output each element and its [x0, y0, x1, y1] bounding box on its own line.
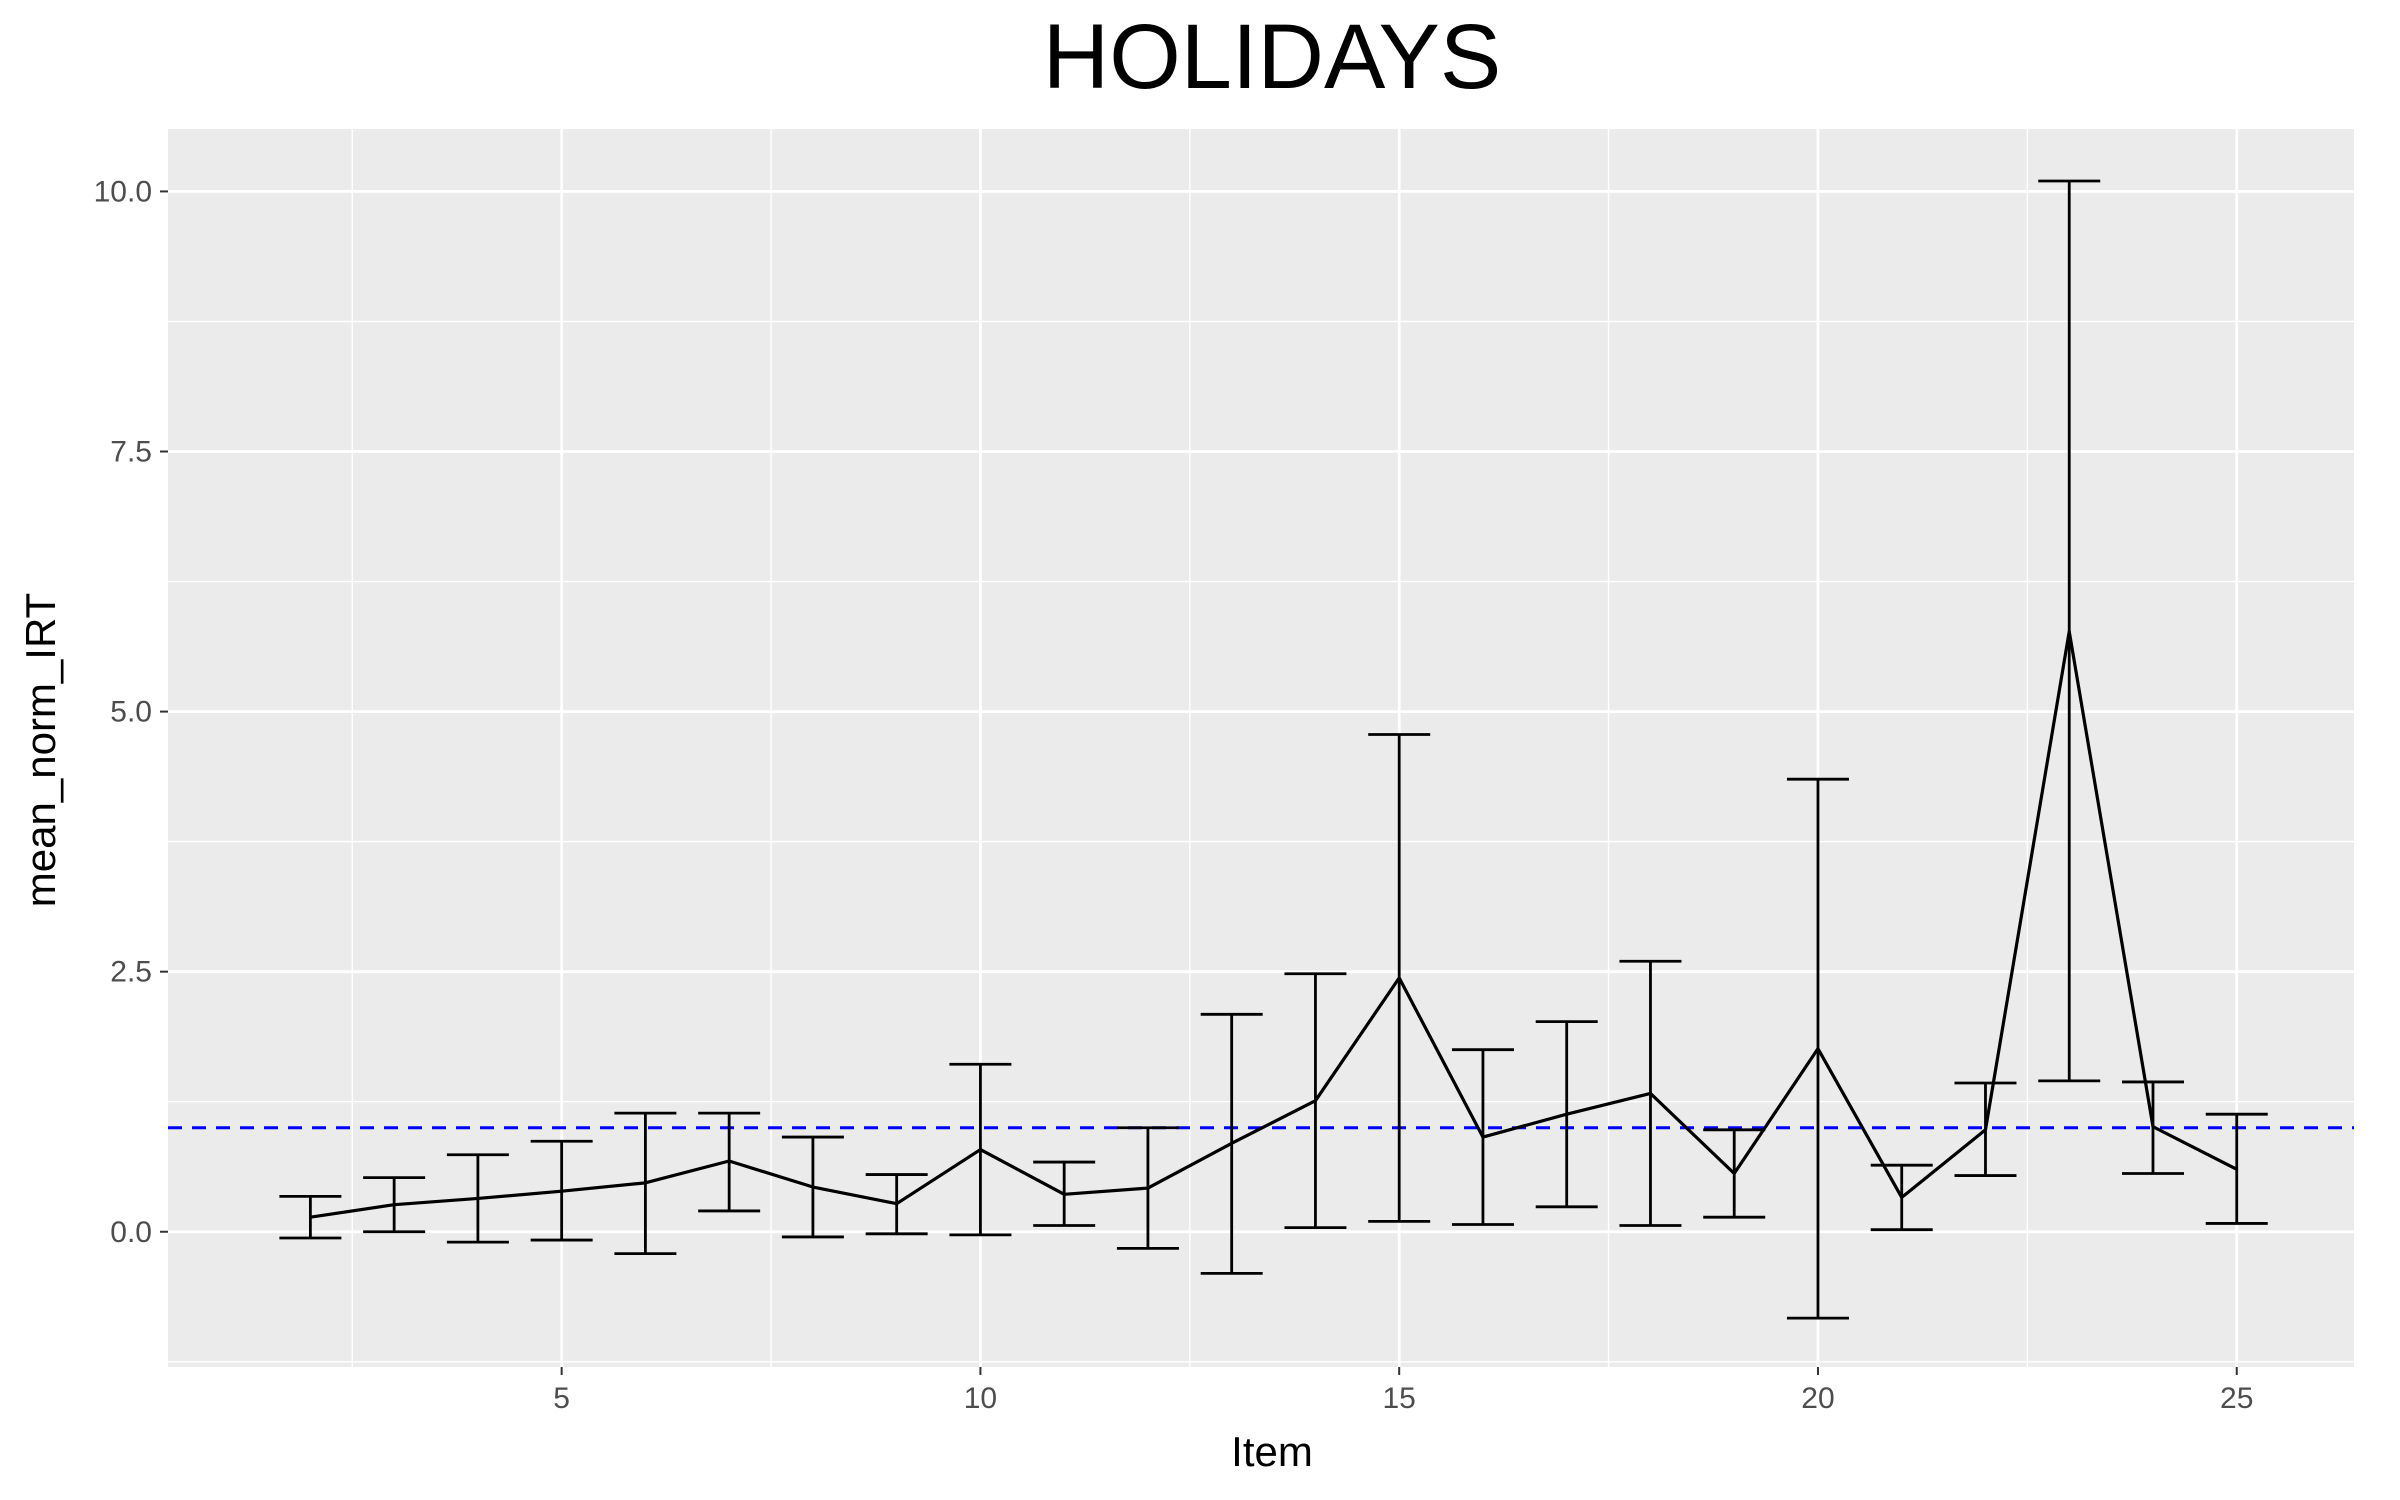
y-tick-label: 0.0	[110, 1216, 152, 1249]
x-axis: 5 10 15 20 25	[553, 1367, 2253, 1415]
y-axis-title: mean_norm_IRT	[17, 593, 64, 907]
y-tick-label: 7.5	[110, 436, 152, 469]
x-tick-label: 25	[2220, 1382, 2253, 1415]
x-tick-label: 15	[1383, 1382, 1416, 1415]
series-line	[310, 629, 2238, 1219]
x-tick-label: 5	[553, 1382, 570, 1415]
series-layer	[310, 629, 2238, 1219]
minor-gridlines	[168, 129, 2354, 1367]
plot-panel	[168, 129, 2354, 1367]
y-tick-label: 2.5	[110, 956, 152, 989]
chart-title: HOLIDAYS	[1043, 6, 1501, 108]
y-tick-label: 10.0	[94, 175, 152, 208]
y-tick-label: 5.0	[110, 696, 152, 729]
x-tick-label: 10	[964, 1382, 997, 1415]
y-axis: 0.0 2.5 5.0 7.5 10.0	[94, 175, 168, 1249]
x-tick-label: 20	[1801, 1382, 1834, 1415]
x-axis-title: Item	[1231, 1428, 1313, 1475]
